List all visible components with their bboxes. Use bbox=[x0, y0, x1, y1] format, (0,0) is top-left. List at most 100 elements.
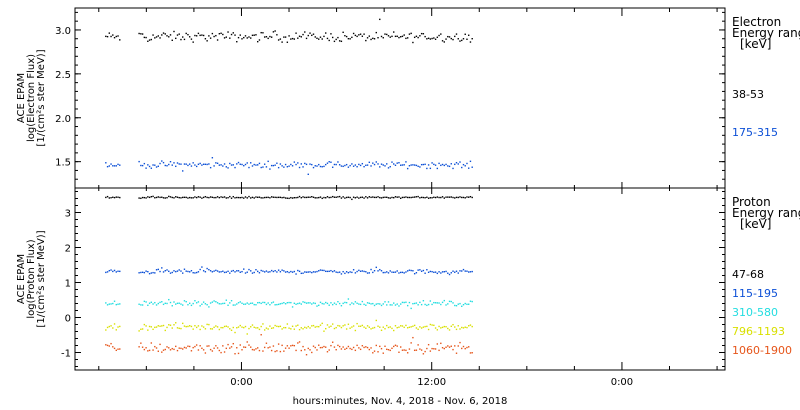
data-point bbox=[330, 269, 332, 272]
data-point bbox=[412, 164, 414, 166]
data-point bbox=[262, 270, 264, 272]
data-point bbox=[314, 346, 316, 349]
data-point bbox=[431, 37, 433, 40]
data-point bbox=[384, 328, 386, 330]
legend-title: Proton bbox=[732, 195, 771, 209]
data-point bbox=[110, 325, 112, 327]
data-point bbox=[237, 270, 240, 272]
data-point bbox=[243, 268, 245, 270]
data-point bbox=[223, 351, 226, 353]
data-point bbox=[469, 195, 472, 198]
y-axis-title-line: log(Electron Flux) bbox=[26, 54, 37, 142]
data-point bbox=[279, 350, 282, 353]
data-point bbox=[260, 269, 262, 272]
data-point bbox=[391, 35, 393, 38]
data-point bbox=[452, 167, 454, 170]
data-point bbox=[410, 196, 412, 199]
data-point bbox=[304, 271, 306, 273]
data-point bbox=[244, 35, 247, 37]
data-point bbox=[338, 40, 341, 42]
y-tick-label: 2 bbox=[65, 244, 71, 255]
data-point bbox=[379, 345, 381, 348]
data-point bbox=[433, 301, 435, 304]
data-point bbox=[188, 271, 191, 273]
data-point bbox=[328, 39, 330, 42]
data-point bbox=[337, 36, 339, 39]
data-point bbox=[113, 196, 116, 199]
data-point bbox=[239, 34, 241, 36]
data-point bbox=[380, 304, 383, 307]
data-point bbox=[185, 196, 187, 199]
data-point bbox=[401, 271, 404, 274]
data-point bbox=[237, 36, 240, 39]
data-point bbox=[401, 349, 404, 351]
data-point bbox=[267, 271, 269, 273]
data-point bbox=[269, 271, 271, 273]
data-point bbox=[352, 269, 355, 271]
data-point bbox=[288, 197, 290, 200]
data-point bbox=[358, 347, 360, 349]
data-point bbox=[250, 197, 252, 199]
data-point bbox=[154, 301, 156, 304]
data-point bbox=[202, 326, 205, 328]
data-point bbox=[314, 302, 316, 305]
data-point bbox=[382, 303, 384, 305]
data-point bbox=[443, 325, 445, 328]
data-point bbox=[454, 163, 456, 166]
data-point bbox=[401, 325, 404, 327]
data-point bbox=[202, 163, 205, 165]
data-point bbox=[431, 197, 433, 199]
data-point bbox=[202, 349, 205, 351]
data-point bbox=[272, 327, 275, 329]
data-point bbox=[330, 302, 332, 304]
data-point bbox=[297, 342, 299, 344]
data-point bbox=[291, 306, 294, 308]
data-point bbox=[270, 269, 273, 272]
data-point bbox=[105, 302, 107, 304]
data-point bbox=[208, 323, 210, 326]
series-310-580 bbox=[105, 298, 473, 310]
data-point bbox=[366, 197, 369, 199]
data-point bbox=[393, 196, 395, 199]
data-point bbox=[429, 350, 432, 352]
data-point bbox=[325, 301, 327, 304]
data-point bbox=[178, 327, 180, 330]
data-point bbox=[141, 33, 144, 35]
data-point bbox=[436, 196, 439, 198]
data-point bbox=[358, 34, 360, 36]
data-point bbox=[427, 328, 430, 331]
data-point bbox=[457, 272, 459, 274]
series-47-68 bbox=[105, 195, 473, 201]
data-point bbox=[262, 350, 264, 352]
data-point bbox=[241, 349, 243, 351]
data-point bbox=[150, 342, 153, 344]
data-point bbox=[415, 196, 418, 198]
data-point bbox=[110, 163, 112, 165]
series-1060-1900 bbox=[105, 334, 473, 356]
data-point bbox=[227, 270, 229, 273]
data-point bbox=[417, 195, 419, 198]
data-point bbox=[162, 197, 165, 199]
data-point bbox=[337, 324, 339, 327]
data-point bbox=[448, 36, 451, 38]
data-point bbox=[321, 38, 323, 40]
data-point bbox=[431, 270, 433, 273]
data-point bbox=[359, 196, 362, 199]
data-point bbox=[215, 345, 217, 347]
data-point bbox=[361, 345, 364, 347]
data-point bbox=[183, 38, 186, 41]
data-point bbox=[270, 349, 273, 352]
data-point bbox=[445, 346, 447, 348]
data-point bbox=[311, 351, 313, 354]
data-point bbox=[209, 302, 212, 304]
data-point bbox=[274, 164, 276, 166]
data-point bbox=[469, 160, 472, 163]
data-point bbox=[190, 38, 193, 40]
data-point bbox=[288, 271, 290, 274]
data-point bbox=[340, 326, 343, 329]
data-point bbox=[333, 40, 336, 43]
data-point bbox=[190, 165, 193, 167]
data-point bbox=[401, 196, 404, 199]
data-point bbox=[387, 326, 390, 329]
